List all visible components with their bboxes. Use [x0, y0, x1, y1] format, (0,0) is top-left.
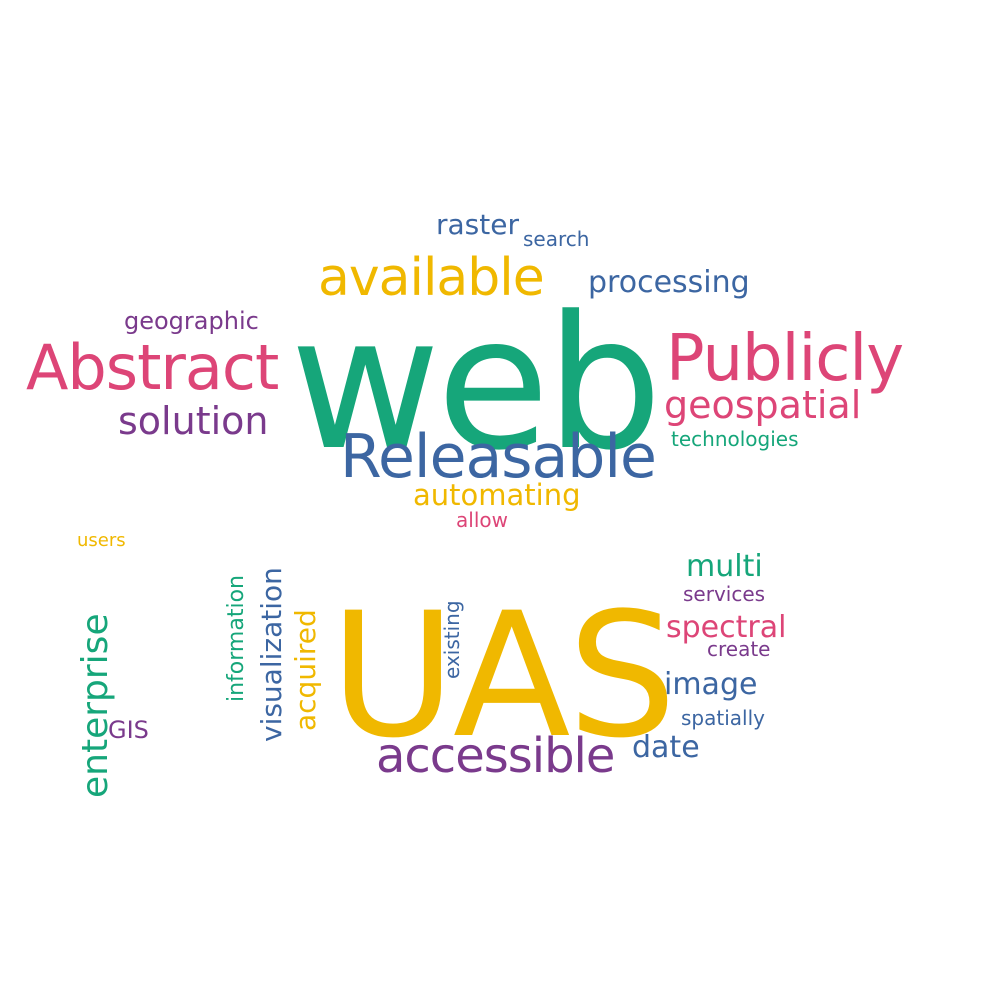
word-acquired: acquired — [289, 609, 322, 731]
word-accessible: accessible — [376, 728, 615, 784]
word-geospatial: geospatial — [664, 383, 862, 427]
word-existing: existing — [440, 600, 464, 679]
word-gis: GIS — [108, 716, 149, 744]
word-search: search — [523, 227, 590, 251]
word-geographic: geographic — [124, 307, 259, 335]
word-visualization: visualization — [255, 567, 288, 742]
word-uas: UAS — [330, 575, 677, 776]
word-spatially: spatially — [681, 706, 765, 730]
word-raster: raster — [436, 208, 519, 241]
word-image: image — [664, 667, 758, 702]
word-technologies: technologies — [671, 427, 799, 451]
word-spectral: spectral — [666, 610, 787, 645]
word-solution: solution — [118, 399, 269, 443]
word-available: available — [318, 248, 545, 308]
word-web: web — [290, 277, 662, 491]
word-publicly: Publicly — [666, 322, 904, 396]
word-enterprise: enterprise — [75, 613, 116, 798]
word-information: information — [224, 575, 249, 702]
word-abstract: Abstract — [26, 331, 279, 404]
word-services: services — [683, 582, 766, 606]
word-automating: automating — [413, 478, 581, 512]
word-processing: processing — [588, 265, 750, 300]
word-releasable: Releasable — [340, 422, 657, 492]
word-allow: allow — [456, 508, 508, 532]
word-date: date — [632, 730, 700, 765]
word-multi: multi — [686, 549, 763, 584]
word-create: create — [707, 637, 771, 661]
word-users: users — [77, 530, 126, 551]
